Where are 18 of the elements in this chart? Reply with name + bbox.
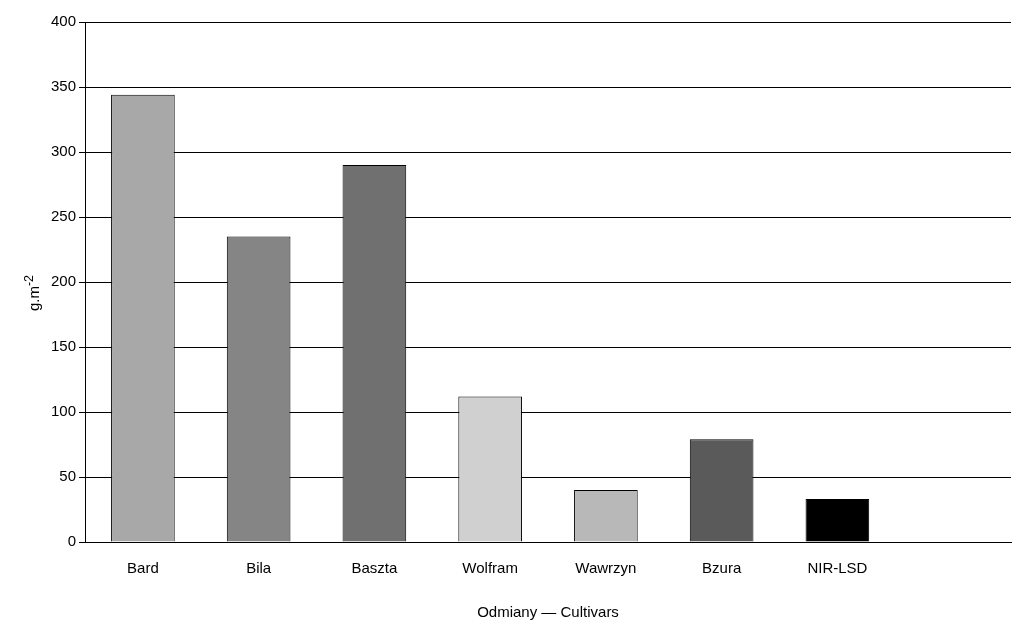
y-tick-label: 350 — [51, 77, 77, 95]
x-tick-label: Bzura — [702, 559, 742, 577]
x-axis-title: Odmiany — Cultivars — [477, 603, 619, 621]
y-tick-label: 400 — [51, 12, 77, 30]
y-tick-label: 200 — [51, 272, 77, 290]
y-tick-label: 0 — [67, 532, 77, 550]
x-tick-label: Bila — [246, 559, 272, 577]
x-tick-label: Wolfram — [462, 559, 518, 577]
y-tick-label: 100 — [51, 402, 77, 420]
y-tick-label: 250 — [51, 207, 77, 225]
x-tick-label: Baszta — [351, 559, 398, 577]
y-tick-label: 150 — [51, 337, 77, 355]
bar — [805, 499, 870, 542]
y-tick-label: 300 — [51, 142, 77, 160]
x-tick-label: NIR-LSD — [807, 559, 868, 577]
y-tick-label: 50 — [59, 467, 77, 485]
x-tick-label: Bard — [127, 559, 159, 577]
x-tick-label: Wawrzyn — [575, 559, 637, 577]
